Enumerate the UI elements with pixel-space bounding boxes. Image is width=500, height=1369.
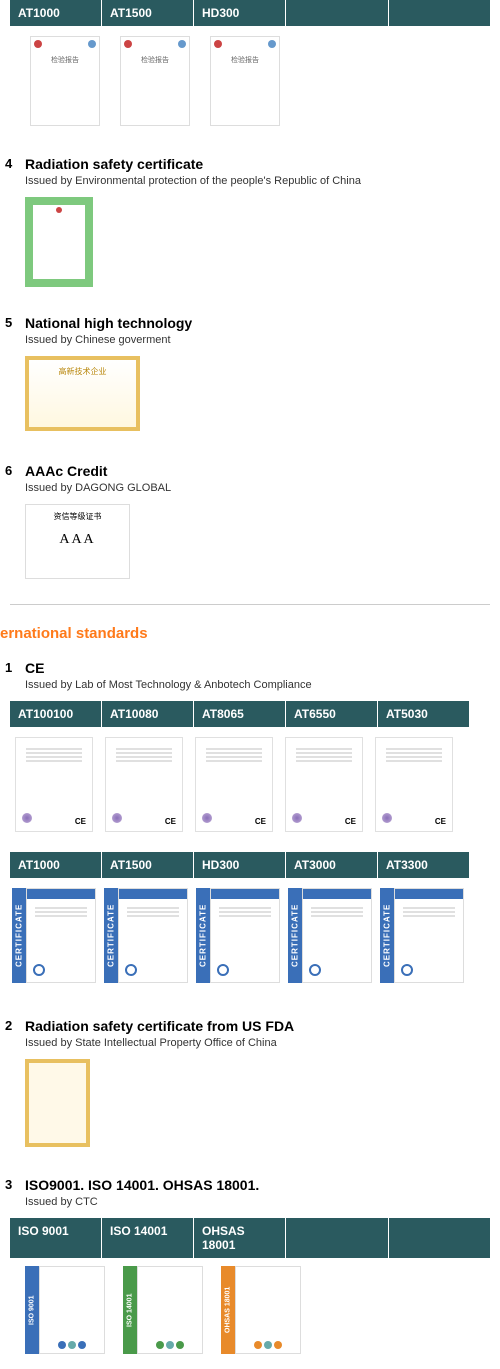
ce-cert: CE <box>375 737 453 832</box>
ce-tab-row-2: AT1000 AT1500 HD300 AT3000 AT3300 <box>10 852 490 878</box>
ce-cert-row-1: CE CE CE CE CE <box>0 727 500 852</box>
aaa-header: 资信等级证书 <box>32 511 123 522</box>
intl-header: ernational standards <box>0 625 500 650</box>
tab-empty <box>389 1218 491 1258</box>
hightech-cert: 高新技术企业 <box>25 356 140 431</box>
section-6: 6 AAAc Credit Issued by DAGONG GLOBAL 资信… <box>0 453 500 579</box>
tab[interactable]: ISO 14001 <box>102 1218 194 1258</box>
tab-row-top: AT1000 AT1500 HD300 <box>10 0 490 26</box>
intl-section-1: 1 CE Issued by Lab of Most Technology & … <box>0 650 500 701</box>
ce-cert: CE <box>195 737 273 832</box>
ce-cert-row-2: CERTIFICATE CERTIFICATE CERTIFICATE CERT… <box>0 878 500 1008</box>
ce-cert: CE <box>15 737 93 832</box>
tab[interactable]: AT1500 <box>102 852 194 878</box>
tab[interactable]: AT5030 <box>378 701 470 727</box>
tab[interactable]: AT10080 <box>102 701 194 727</box>
iso-cert-row: ISO 9001 ISO 14001 OHSAS 18001 <box>0 1258 500 1369</box>
ce-tab-row-1: AT100100 AT10080 AT8065 AT6550 AT5030 <box>10 701 490 727</box>
section-5: 5 National high technology Issued by Chi… <box>0 305 500 431</box>
section-title: ISO9001. ISO 14001. OHSAS 18001. <box>25 1177 500 1193</box>
section-sub: Issued by Lab of Most Technology & Anbot… <box>25 679 500 691</box>
section-num: 4 <box>0 156 25 287</box>
tab[interactable]: ISO 9001 <box>10 1218 102 1258</box>
tab-empty <box>286 0 389 26</box>
intl-section-2: 2 Radiation safety certificate from US F… <box>0 1008 500 1147</box>
section-num: 6 <box>0 463 25 579</box>
tab[interactable]: AT1000 <box>10 852 102 878</box>
section-title: National high technology <box>25 315 500 331</box>
tab[interactable]: OHSAS 18001 <box>194 1218 286 1258</box>
cert-row-reports: 检验报告 检验报告 检验报告 <box>0 26 500 146</box>
iso-tab-row: ISO 9001 ISO 14001 OHSAS 18001 <box>10 1218 490 1258</box>
ce-cert-blue: CERTIFICATE <box>12 888 96 983</box>
section-num: 3 <box>0 1177 25 1218</box>
ce-cert-blue: CERTIFICATE <box>104 888 188 983</box>
tab[interactable]: AT8065 <box>194 701 286 727</box>
section-title: Radiation safety certificate <box>25 156 500 172</box>
tab[interactable]: AT100100 <box>10 701 102 727</box>
tab-empty <box>286 1218 389 1258</box>
iso-cert: ISO 9001 <box>25 1266 105 1354</box>
section-4: 4 Radiation safety certificate Issued by… <box>0 146 500 287</box>
report-cert: 检验报告 <box>30 36 100 126</box>
tab[interactable]: AT3000 <box>286 852 378 878</box>
aaa-cert: 资信等级证书 AAA <box>25 504 130 579</box>
section-title: AAAc Credit <box>25 463 500 479</box>
ce-cert-blue: CERTIFICATE <box>380 888 464 983</box>
section-sub: Issued by State Intellectual Property Of… <box>25 1037 500 1049</box>
fda-cert <box>25 1059 90 1147</box>
section-sub: Issued by CTC <box>25 1196 500 1208</box>
section-sub: Issued by Environmental protection of th… <box>25 175 500 187</box>
aaa-text: AAA <box>32 532 123 548</box>
intl-section-3: 3 ISO9001. ISO 14001. OHSAS 18001. Issue… <box>0 1167 500 1218</box>
tab[interactable]: AT3300 <box>378 852 470 878</box>
report-cert: 检验报告 <box>120 36 190 126</box>
tab-hd300[interactable]: HD300 <box>194 0 286 26</box>
ce-cert-blue: CERTIFICATE <box>288 888 372 983</box>
radiation-cert <box>25 197 93 287</box>
section-sub: Issued by Chinese goverment <box>25 334 500 346</box>
ce-cert: CE <box>285 737 363 832</box>
section-num: 1 <box>0 660 25 701</box>
tab-at1000[interactable]: AT1000 <box>10 0 102 26</box>
section-sub: Issued by DAGONG GLOBAL <box>25 482 500 494</box>
divider <box>10 604 490 605</box>
ce-cert: CE <box>105 737 183 832</box>
section-num: 2 <box>0 1018 25 1147</box>
tab-empty <box>389 0 491 26</box>
section-num: 5 <box>0 315 25 431</box>
section-title: Radiation safety certificate from US FDA <box>25 1018 500 1034</box>
tab[interactable]: HD300 <box>194 852 286 878</box>
tab-at1500[interactable]: AT1500 <box>102 0 194 26</box>
section-title: CE <box>25 660 500 676</box>
report-cert: 检验报告 <box>210 36 280 126</box>
tab[interactable]: AT6550 <box>286 701 378 727</box>
iso-cert: ISO 14001 <box>123 1266 203 1354</box>
iso-cert: OHSAS 18001 <box>221 1266 301 1354</box>
ce-cert-blue: CERTIFICATE <box>196 888 280 983</box>
